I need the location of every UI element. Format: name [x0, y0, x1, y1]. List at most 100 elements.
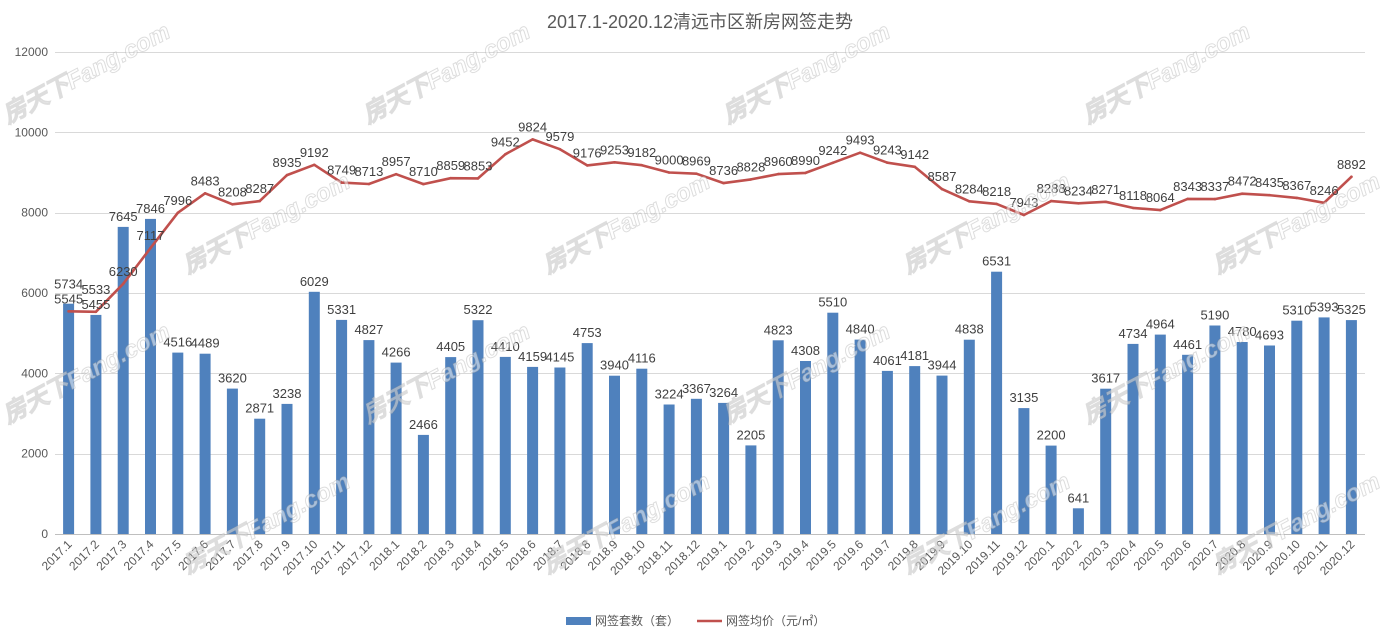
price-point — [995, 202, 998, 206]
bar-value-label: 3238 — [273, 386, 302, 401]
price-point — [313, 163, 316, 167]
price-point — [504, 153, 507, 156]
bar-units — [800, 361, 811, 534]
price-point — [1077, 202, 1080, 205]
price-value-label: 8859 — [436, 158, 465, 173]
price-point — [531, 138, 534, 141]
bar-value-label: 3224 — [655, 387, 684, 402]
bar-units — [636, 368, 648, 534]
legend-item-units: 网签套数（套） — [566, 613, 679, 628]
line-series-price — [67, 138, 1353, 314]
bar-value-label: 4145 — [545, 350, 574, 365]
y-tick-label: 2000 — [21, 447, 48, 461]
price-value-label: 8935 — [273, 155, 302, 170]
bar-units — [827, 312, 839, 534]
price-point — [340, 181, 343, 184]
price-value-label: 8892 — [1337, 157, 1366, 172]
price-point — [722, 181, 725, 185]
price-point — [1049, 199, 1053, 203]
bar-units — [936, 375, 948, 534]
bar-units — [390, 362, 402, 534]
price-point — [667, 171, 671, 174]
bar-units — [1318, 317, 1330, 534]
watermark-text: 房天下Fang.com — [1077, 18, 1254, 129]
bar-units — [254, 418, 266, 534]
price-point — [1350, 175, 1353, 179]
price-point — [1268, 193, 1271, 197]
price-value-label: 8587 — [928, 169, 957, 184]
bar-value-label: 5310 — [1282, 303, 1311, 318]
bar-value-label: 2205 — [736, 427, 765, 442]
bar-units — [308, 291, 320, 534]
bar-units — [963, 339, 975, 534]
bar-value-label: 6029 — [300, 274, 329, 289]
price-point — [176, 211, 180, 215]
chart-title: 2017.1-2020.12清远市区新房网签走势 — [547, 12, 853, 32]
bar-value-label: 4780 — [1228, 324, 1257, 339]
bar-value-label: 7846 — [136, 201, 165, 216]
price-value-label: 8713 — [354, 164, 383, 179]
bar-units — [718, 402, 730, 534]
bar-value-label: 3620 — [218, 371, 247, 386]
bar-units — [609, 375, 620, 534]
bar-value-label: 4734 — [1119, 326, 1148, 341]
bar-value-label: 4410 — [491, 339, 520, 354]
bar-value-label: 4461 — [1173, 337, 1202, 352]
bar-units — [281, 403, 293, 534]
bar-units — [1345, 320, 1357, 534]
bar-value-label: 3940 — [600, 358, 629, 373]
bar-value-label: 641 — [1068, 490, 1090, 505]
price-value-label: 8343 — [1173, 179, 1202, 194]
price-point — [231, 203, 234, 206]
bar-units — [554, 367, 566, 534]
price-point — [1295, 196, 1299, 200]
price-value-label: 8118 — [1119, 188, 1147, 203]
bar-units — [1072, 508, 1084, 534]
bar-units — [690, 398, 702, 534]
legend: 网签套数（套） 网签均价（元/㎡） — [566, 613, 825, 628]
price-point — [1186, 197, 1189, 201]
price-point — [640, 163, 644, 167]
bar-units — [199, 353, 211, 534]
bar-units — [172, 352, 184, 534]
y-tick-label: 4000 — [21, 366, 48, 380]
bar-value-label: 4693 — [1255, 328, 1284, 343]
price-point — [394, 172, 398, 176]
bar-units — [772, 340, 784, 534]
bar-units — [417, 434, 429, 534]
price-point — [858, 151, 862, 154]
price-value-label: 8435 — [1255, 175, 1284, 190]
y-axis: 0 2000 4000 6000 8000 10000 12000 — [15, 45, 49, 541]
price-point — [149, 246, 152, 250]
bar-value-label: 4159 — [518, 349, 547, 364]
bar-units — [1291, 320, 1303, 534]
price-value-label: 8271 — [1091, 182, 1120, 197]
bar-units — [1182, 354, 1194, 534]
price-point — [886, 161, 889, 164]
y-tick-label: 8000 — [21, 206, 48, 220]
bar-units — [499, 356, 511, 534]
bar-units — [1154, 334, 1166, 534]
price-value-label: 6230 — [109, 264, 138, 279]
price-point — [285, 173, 289, 177]
bar-units — [90, 314, 102, 534]
bar-value-label: 7645 — [109, 209, 138, 224]
price-value-label: 8208 — [218, 184, 247, 199]
bar-units — [1264, 345, 1275, 534]
bar-value-label: 3617 — [1091, 371, 1120, 386]
bar-value-label: 5510 — [818, 295, 847, 310]
bar-units — [336, 319, 348, 534]
price-value-label: 9176 — [573, 145, 602, 160]
bar-units — [663, 404, 675, 534]
price-value-label: 8990 — [791, 153, 820, 168]
price-point — [804, 171, 807, 175]
bar-units — [1100, 388, 1112, 534]
price-value-label: 8284 — [955, 181, 984, 196]
bar-value-label: 5393 — [1310, 299, 1339, 314]
price-value-label: 8288 — [1037, 181, 1066, 196]
bar-units — [1045, 445, 1057, 534]
price-value-label: 8218 — [982, 184, 1011, 199]
price-point — [422, 182, 425, 186]
bar-units — [881, 370, 893, 534]
price-value-label: 9253 — [600, 142, 629, 157]
